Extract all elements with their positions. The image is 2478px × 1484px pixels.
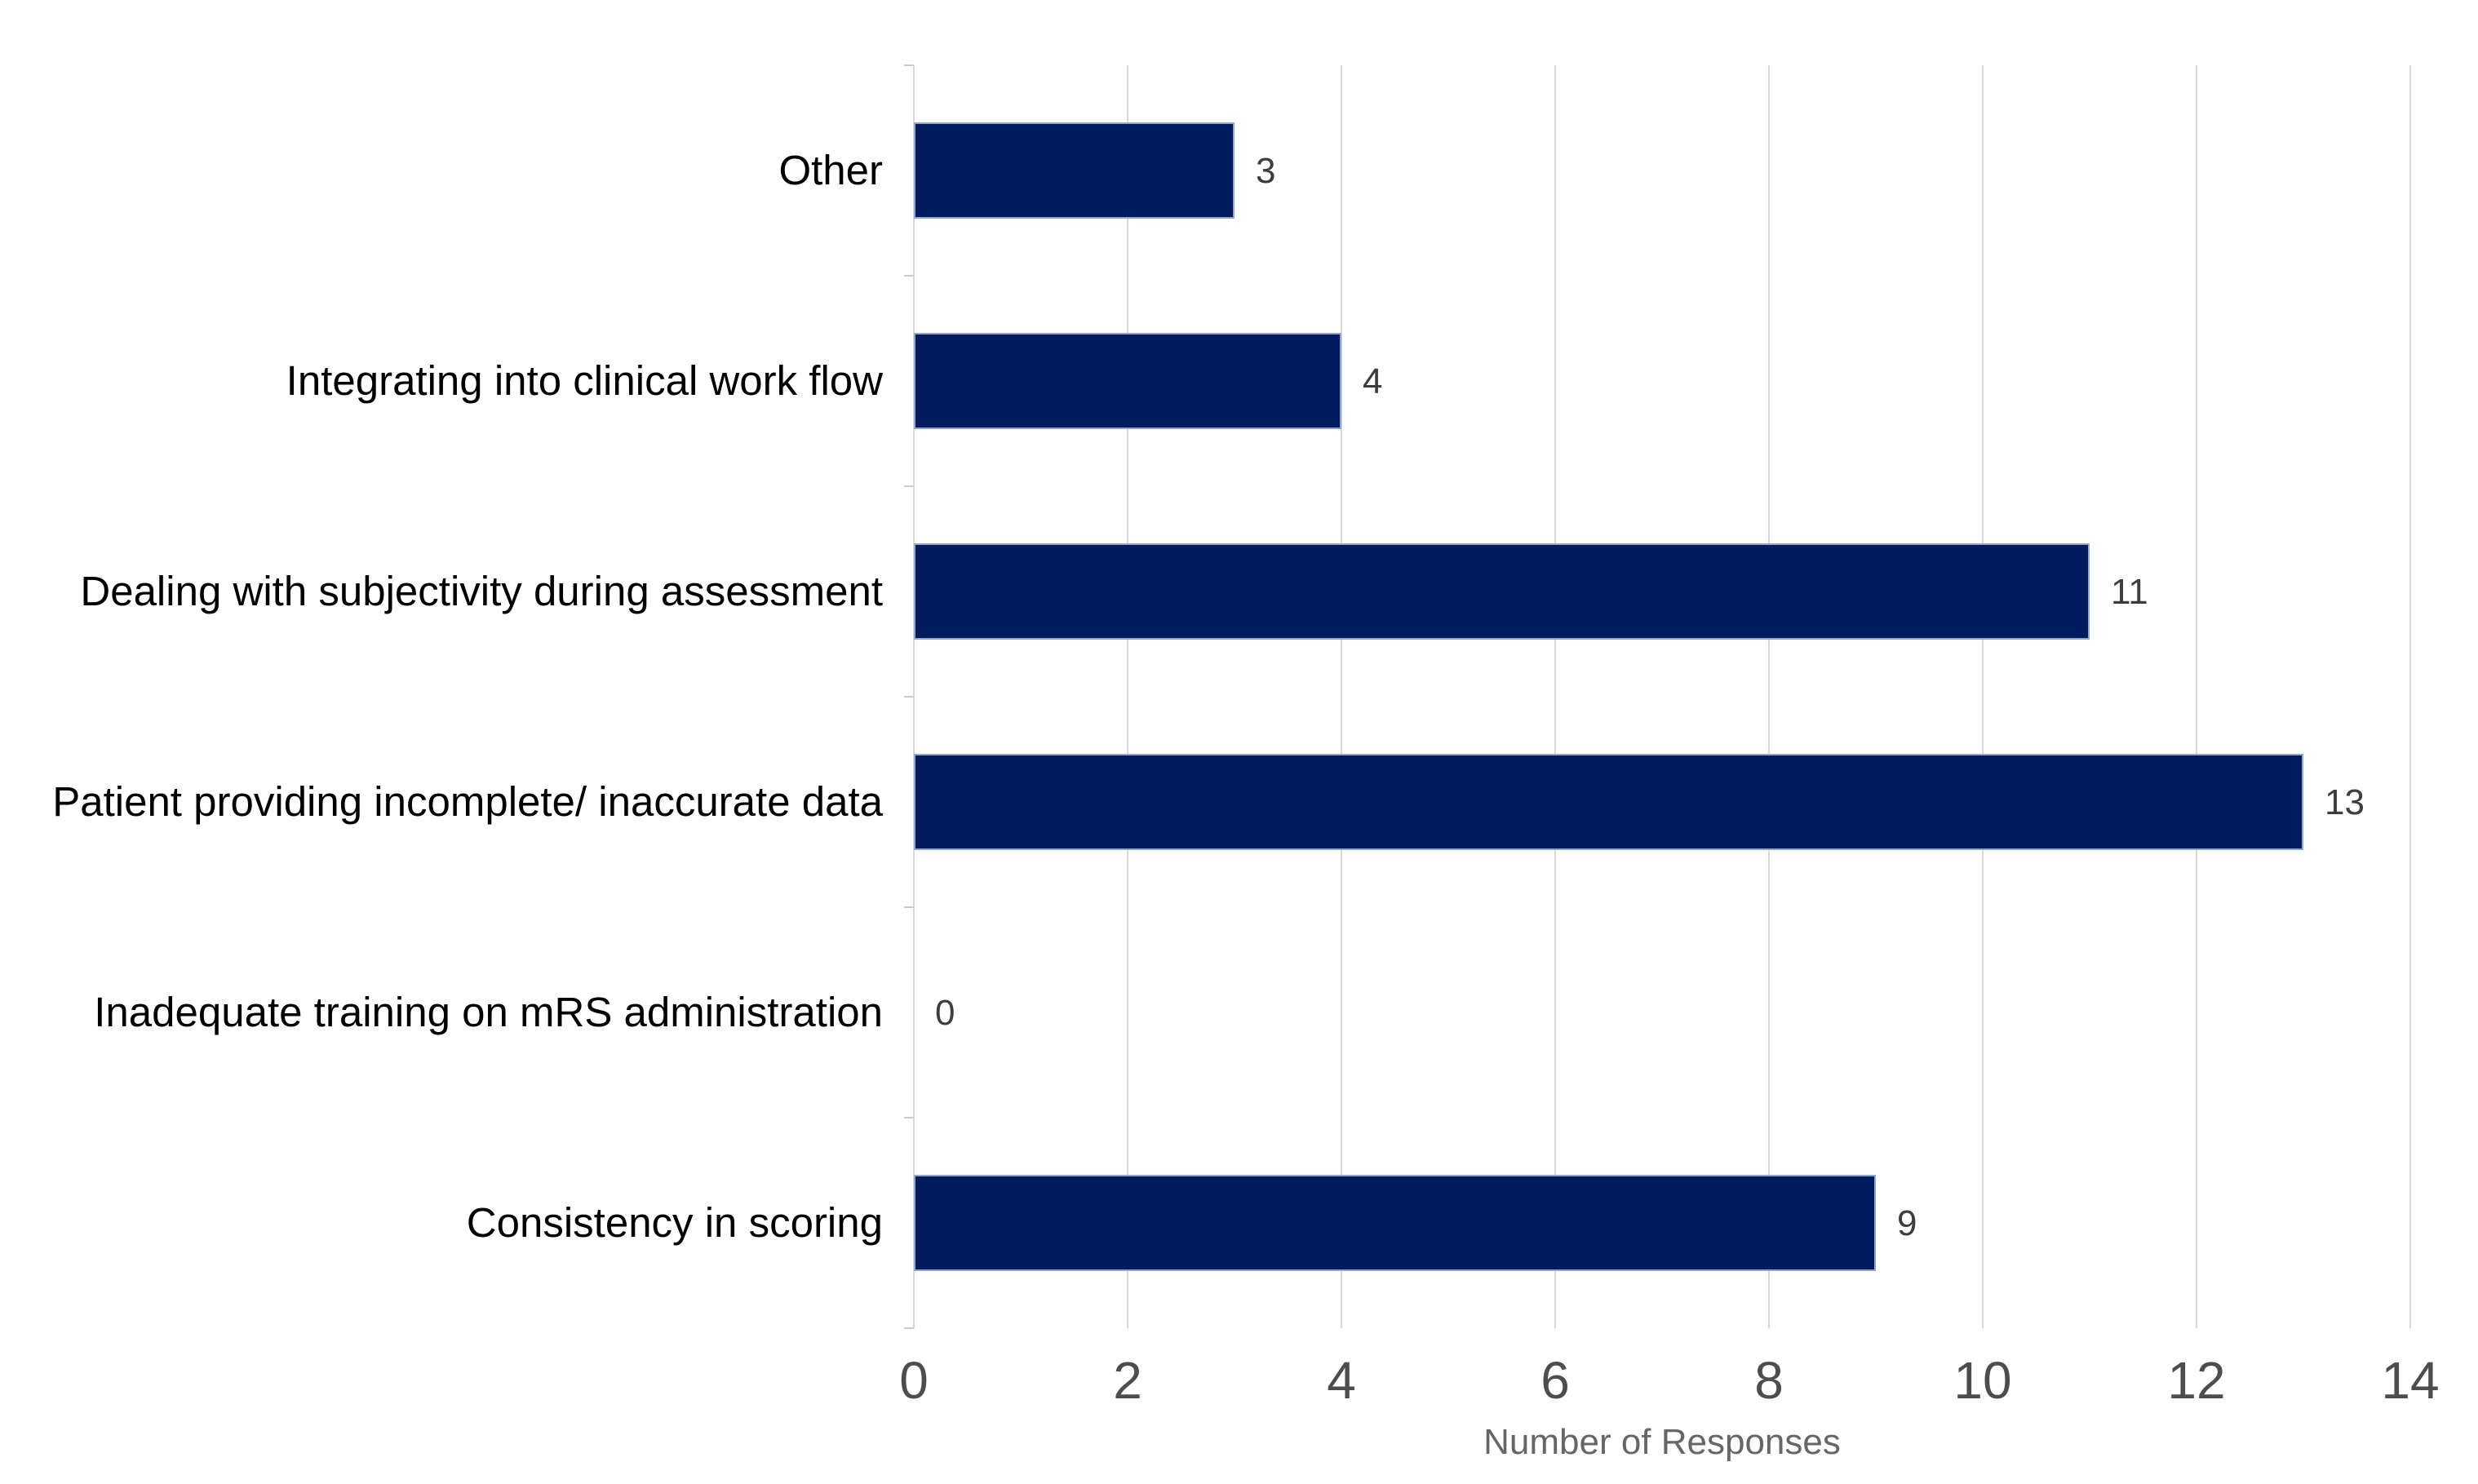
y-axis-tick-mark bbox=[904, 485, 914, 487]
gridline-x-10 bbox=[1982, 65, 1984, 1328]
bar-value-label: 3 bbox=[1256, 151, 1276, 191]
y-axis-tick-mark bbox=[904, 275, 914, 277]
gridline-x-4 bbox=[1341, 65, 1342, 1328]
y-axis-tick-mark bbox=[904, 696, 914, 698]
category-label: Integrating into clinical work flow bbox=[286, 357, 883, 404]
category-label: Inadequate training on mRS administratio… bbox=[94, 989, 883, 1035]
y-axis-tick-mark bbox=[904, 64, 914, 66]
bar-value-label: 4 bbox=[1363, 361, 1383, 401]
y-axis-tick-mark bbox=[904, 906, 914, 908]
category-label: Patient providing incomplete/ inaccurate… bbox=[52, 778, 883, 825]
category-label: Other bbox=[778, 147, 883, 193]
gridline-x-6 bbox=[1554, 65, 1556, 1328]
gridline-x-8 bbox=[1768, 65, 1770, 1328]
y-axis-tick-mark bbox=[904, 1117, 914, 1119]
gridline-x-2 bbox=[1127, 65, 1128, 1328]
bar bbox=[914, 543, 2090, 640]
gridline-x-14 bbox=[2409, 65, 2411, 1328]
bar bbox=[914, 122, 1235, 219]
y-axis-tick-mark bbox=[904, 1327, 914, 1329]
bar bbox=[914, 333, 1341, 429]
bar-value-label: 9 bbox=[1897, 1203, 1917, 1243]
x-tick-label: 0 bbox=[899, 1351, 929, 1410]
x-tick-label: 14 bbox=[2381, 1351, 2440, 1410]
bar-value-label: 13 bbox=[2325, 782, 2365, 822]
x-tick-label: 4 bbox=[1327, 1351, 1356, 1410]
bar-value-label: 0 bbox=[935, 993, 955, 1033]
x-axis-title: Number of Responses bbox=[1483, 1422, 1841, 1462]
x-tick-label: 2 bbox=[1113, 1351, 1142, 1410]
x-tick-label: 10 bbox=[1953, 1351, 2012, 1410]
x-tick-label: 12 bbox=[2167, 1351, 2226, 1410]
gridline-x-0 bbox=[913, 65, 915, 1328]
bar-value-label: 11 bbox=[2111, 572, 2148, 612]
bar bbox=[914, 754, 2303, 850]
x-tick-label: 6 bbox=[1540, 1351, 1570, 1410]
category-label: Consistency in scoring bbox=[466, 1199, 883, 1246]
gridline-x-12 bbox=[2196, 65, 2197, 1328]
category-label: Dealing with subjectivity during assessm… bbox=[80, 568, 883, 614]
x-tick-label: 8 bbox=[1754, 1351, 1784, 1410]
bar bbox=[914, 1175, 1876, 1271]
